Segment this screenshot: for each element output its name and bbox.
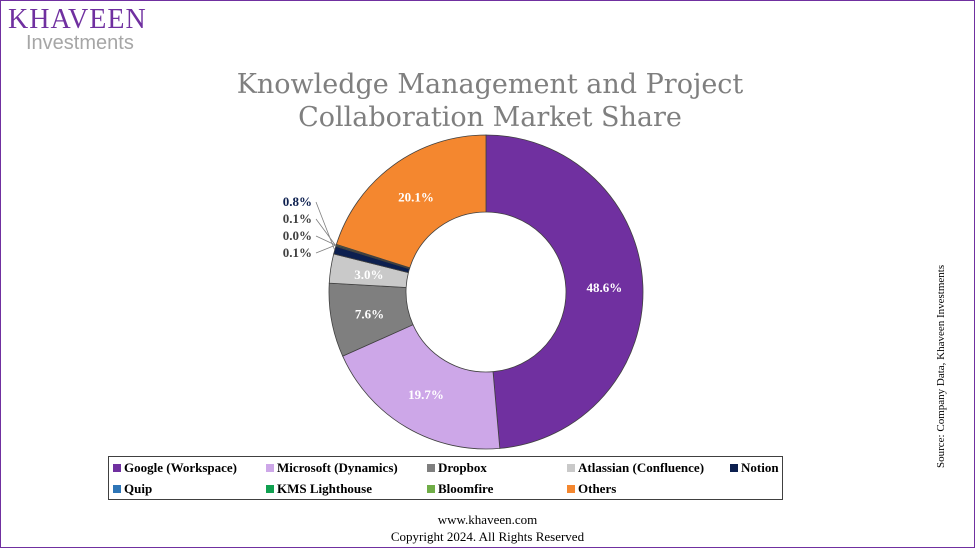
data-label: 3.0%: [354, 267, 383, 282]
legend-label: Quip: [124, 481, 153, 496]
leader-line: [315, 201, 336, 251]
legend: Google (Workspace) Microsoft (Dynamics) Dr…: [108, 456, 783, 500]
leader-line: [315, 244, 337, 254]
leader-line: [315, 235, 337, 246]
legend-swatch: [266, 464, 274, 472]
data-label: 0.1%: [283, 245, 312, 260]
legend-item: Microsoft (Dynamics): [266, 460, 398, 476]
legend-label: Bloomfire: [438, 481, 494, 496]
data-label: 48.6%: [587, 280, 623, 295]
legend-item: Quip: [113, 481, 152, 497]
slice-others: [335, 134, 487, 269]
data-label: 0.0%: [283, 228, 312, 243]
footer-url[interactable]: www.khaveen.com: [437, 512, 538, 527]
source-note: Source: Company Data, Khaveen Investment…: [935, 264, 947, 468]
slice-google-workspace-: [485, 134, 644, 449]
legend-swatch: [113, 464, 121, 472]
data-label: 19.7%: [408, 387, 444, 402]
legend-swatch: [427, 464, 435, 472]
legend-label: Others: [578, 481, 617, 496]
legend-swatch: [567, 485, 575, 493]
legend-item: Others: [567, 481, 616, 497]
legend-item: Atlassian (Confluence): [567, 460, 704, 476]
legend-label: Microsoft (Dynamics): [277, 460, 398, 475]
logo: KHAVEEN: [8, 4, 147, 35]
logo-subtitle: Investments: [26, 32, 134, 54]
slice-microsoft-dynamics-: [342, 324, 501, 450]
legend-label: Atlassian (Confluence): [578, 460, 705, 475]
data-label: 20.1%: [398, 189, 434, 204]
legend-item: Dropbox: [427, 460, 487, 476]
legend-swatch: [427, 485, 435, 493]
legend-label: KMS Lighthouse: [277, 481, 372, 496]
data-label: 0.1%: [283, 211, 312, 226]
legend-label: Dropbox: [438, 460, 487, 475]
data-label: 7.6%: [355, 306, 384, 321]
leader-line: [315, 218, 337, 247]
legend-item: Google (Workspace): [113, 460, 237, 476]
legend-item: KMS Lighthouse: [266, 481, 372, 497]
legend-swatch: [567, 464, 575, 472]
chart-title: Knowledge Management and Project Collabo…: [236, 69, 744, 133]
legend-item: Notion: [730, 460, 779, 476]
legend-swatch: [113, 485, 121, 493]
data-label: 0.8%: [283, 194, 312, 209]
footer-copyright: Copyright 2024. All Rights Reserved: [390, 529, 585, 544]
legend-swatch: [266, 485, 274, 493]
legend-swatch: [730, 464, 738, 472]
legend-label: Google (Workspace): [124, 460, 238, 475]
legend-label: Notion: [741, 460, 779, 475]
legend-item: Bloomfire: [427, 481, 493, 497]
